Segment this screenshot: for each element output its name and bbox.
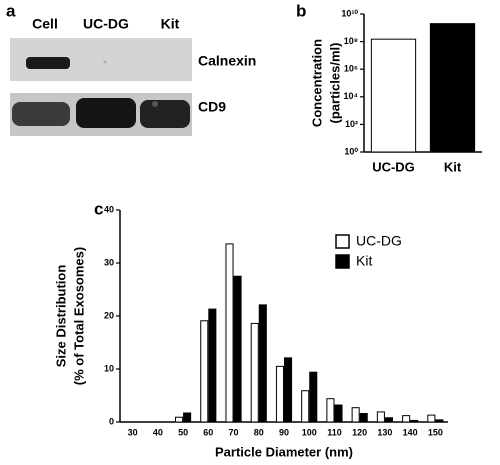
marker-label: CD9: [198, 99, 226, 115]
y-tick-label: 10⁸: [344, 36, 358, 46]
x-tick-label: 120: [352, 427, 367, 437]
bar: [370, 38, 417, 153]
y-axis-label: (particles/ml): [327, 43, 342, 124]
bar: [225, 243, 234, 423]
bar: [359, 413, 368, 423]
x-tick-label: 140: [403, 427, 418, 437]
bar: [435, 419, 444, 423]
blot-calnexin: [10, 38, 192, 81]
legend-label: UC-DG: [356, 233, 402, 249]
x-tick-label: 80: [254, 427, 264, 437]
y-tick-label: 10²: [345, 119, 358, 129]
panel-label: c: [94, 199, 103, 218]
y-tick-label: 10: [104, 363, 114, 373]
panel-label: a: [6, 1, 16, 20]
y-tick-label: 10¹⁰: [341, 8, 358, 18]
bar: [384, 417, 393, 423]
bar: [183, 412, 192, 423]
x-tick-label: 50: [178, 427, 188, 437]
y-tick-label: 30: [104, 257, 114, 267]
bar: [410, 419, 419, 423]
x-tick-label: UC-DG: [372, 159, 415, 174]
bar: [208, 308, 217, 423]
legend-swatch: [335, 254, 350, 269]
y-axis-label: (% of Total Exosomes): [71, 247, 86, 385]
panel-label: b: [296, 1, 306, 20]
bar: [250, 322, 259, 423]
y-axis-label: Size Distribution: [53, 265, 68, 368]
bar: [326, 398, 335, 423]
y-tick-label: 10⁰: [344, 146, 358, 156]
bar: [284, 357, 293, 423]
x-tick-label: 130: [377, 427, 392, 437]
bar: [334, 404, 343, 423]
bar: [301, 390, 310, 423]
x-tick-label: 30: [128, 427, 138, 437]
legend-label: Kit: [356, 253, 372, 269]
lane-label: Cell: [32, 16, 58, 32]
x-tick-label: 150: [428, 427, 443, 437]
bar: [402, 415, 411, 423]
marker-label: Calnexin: [198, 53, 256, 69]
lane-label: Kit: [161, 16, 180, 32]
bar: [175, 416, 184, 423]
bar: [200, 320, 209, 423]
bar: [376, 411, 385, 423]
y-tick-label: 20: [104, 310, 114, 320]
lane-label: UC-DG: [83, 16, 129, 32]
bar: [275, 365, 284, 423]
blot-cd9: [10, 93, 192, 136]
x-tick-label: 110: [327, 427, 342, 437]
y-tick-label: 0: [109, 416, 114, 426]
bar: [351, 407, 360, 423]
y-tick-label: 10⁶: [344, 64, 358, 74]
y-axis-label: Concentration: [309, 39, 324, 127]
x-tick-label: 90: [279, 427, 289, 437]
bar: [258, 304, 267, 423]
bar: [427, 414, 436, 423]
x-tick-label: 40: [153, 427, 163, 437]
x-axis-label: Particle Diameter (nm): [215, 444, 353, 459]
y-tick-label: 40: [104, 204, 114, 214]
x-tick-label: Kit: [444, 159, 462, 174]
bar: [429, 23, 476, 153]
x-tick-label: 70: [229, 427, 239, 437]
bar: [309, 371, 318, 423]
legend-swatch: [335, 234, 350, 249]
x-tick-label: 60: [203, 427, 213, 437]
bar: [233, 275, 242, 423]
x-tick-label: 100: [302, 427, 317, 437]
y-tick-label: 10⁴: [344, 91, 358, 101]
